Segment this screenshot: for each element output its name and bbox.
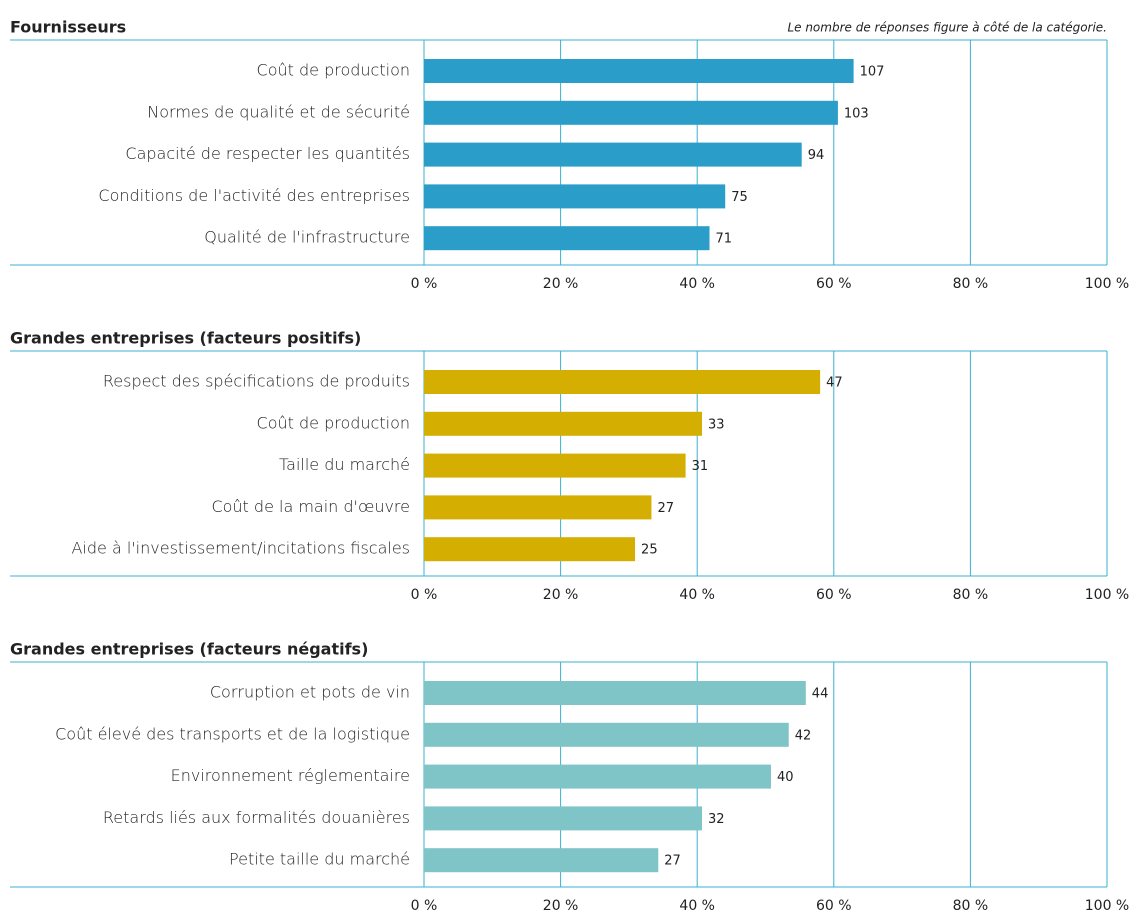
category-label: Coût de production: [257, 413, 410, 432]
x-tick-label: 40 %: [679, 898, 715, 914]
response-count: 94: [808, 148, 825, 163]
category-label: Corruption et pots de vin: [210, 683, 410, 702]
response-count: 31: [692, 459, 709, 474]
bar: [424, 681, 806, 705]
category-label: Taille du marché: [279, 455, 410, 474]
x-tick-label: 60 %: [816, 898, 852, 914]
response-count: 40: [777, 770, 794, 785]
bar: [424, 370, 821, 394]
panel-title: Fournisseurs: [10, 18, 126, 37]
response-count: 44: [812, 687, 829, 702]
category-label: Normes de qualité et de sécurité: [147, 102, 410, 121]
x-tick-label: 40 %: [679, 276, 715, 292]
x-tick-label: 100 %: [1085, 587, 1129, 603]
response-count: 75: [731, 190, 748, 205]
x-tick-label: 80 %: [953, 898, 989, 914]
x-tick-label: 100 %: [1085, 898, 1129, 914]
category-label: Capacité de respecter les quantités: [125, 144, 410, 163]
bar: [424, 537, 636, 562]
category-label: Qualité de l'infrastructure: [204, 228, 410, 247]
x-tick-label: 20 %: [543, 276, 579, 292]
bar: [424, 453, 686, 478]
response-count: 33: [708, 417, 725, 432]
panel-title: Grandes entreprises (facteurs négatifs): [10, 640, 368, 659]
x-tick-label: 20 %: [543, 587, 579, 603]
category-label: Coût de la main d'œuvre: [211, 497, 410, 516]
category-label: Coût élevé des transports et de la logis…: [55, 724, 410, 743]
x-tick-label: 0 %: [411, 898, 438, 914]
bar: [424, 848, 659, 873]
bar: [424, 100, 838, 125]
category-label: Coût de production: [257, 61, 410, 80]
x-tick-label: 100 %: [1085, 276, 1129, 292]
bar: [424, 184, 726, 209]
response-count: 27: [664, 854, 681, 869]
category-label: Retards liés aux formalités douanières: [103, 808, 410, 827]
bar: [424, 806, 702, 831]
response-count: 32: [708, 812, 725, 827]
response-count: 71: [715, 232, 732, 247]
bar: [424, 722, 789, 747]
x-tick-label: 80 %: [953, 587, 989, 603]
bar: [424, 411, 702, 436]
category-label: Petite taille du marché: [229, 850, 410, 869]
panel-title: Grandes entreprises (facteurs positifs): [10, 329, 361, 348]
bar: [424, 764, 771, 789]
response-count: 27: [657, 501, 674, 516]
bar: [424, 226, 710, 251]
bar: [424, 142, 802, 167]
annotation: Le nombre de réponses figure à côté de l…: [787, 21, 1107, 35]
response-count: 42: [795, 728, 812, 743]
x-tick-label: 40 %: [679, 587, 715, 603]
bar: [424, 495, 652, 520]
x-tick-label: 20 %: [543, 898, 579, 914]
response-count: 107: [860, 65, 885, 80]
x-tick-label: 0 %: [411, 276, 438, 292]
response-count: 25: [641, 543, 658, 558]
category-label: Respect des spécifications de produits: [103, 372, 410, 391]
category-label: Environnement réglementaire: [171, 766, 410, 785]
x-tick-label: 60 %: [816, 587, 852, 603]
category-label: Conditions de l'activité des entreprises: [98, 186, 410, 205]
category-label: Aide à l'investissement/incitations fisc…: [71, 539, 410, 558]
x-tick-label: 0 %: [411, 587, 438, 603]
x-tick-label: 60 %: [816, 276, 852, 292]
response-count: 47: [826, 376, 843, 391]
response-count: 103: [844, 106, 869, 121]
x-tick-label: 80 %: [953, 276, 989, 292]
bar: [424, 59, 854, 83]
